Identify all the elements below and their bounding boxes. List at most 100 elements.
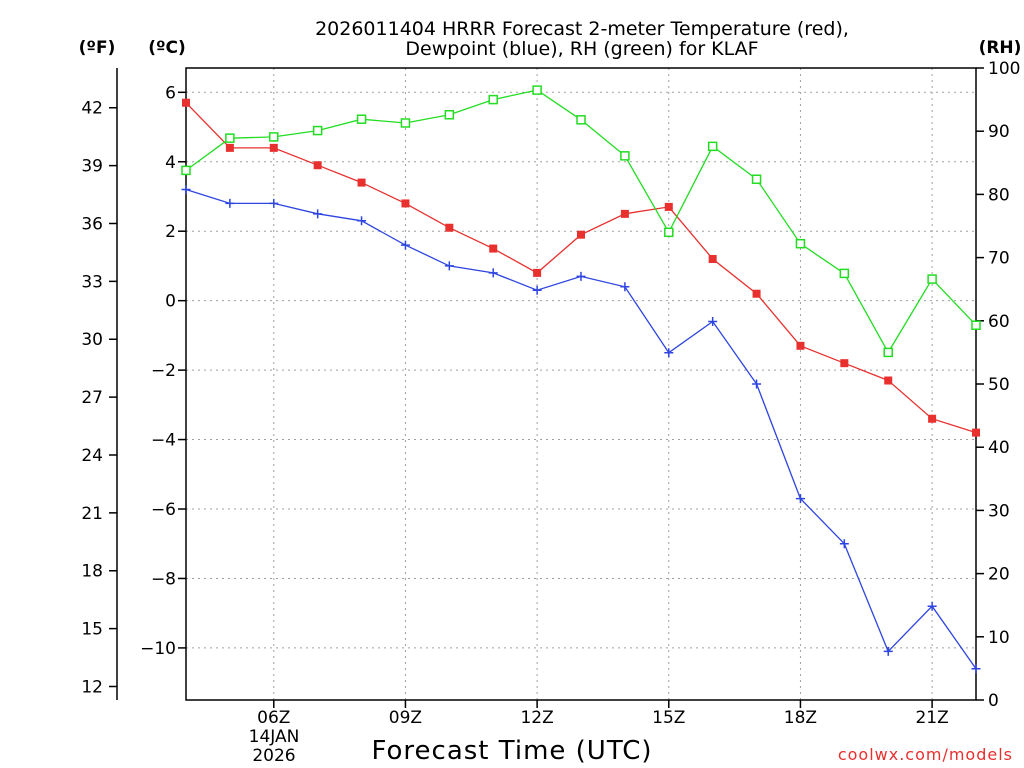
celsius-tick-label-6: −6 xyxy=(151,500,176,520)
fahrenheit-axis: 42 39 36 33 30 27 24 21 18 15 12 xyxy=(81,68,118,700)
point-rh-0 xyxy=(181,165,191,176)
point-rh-14 xyxy=(795,238,806,249)
point-2-meter-temperature-1 xyxy=(225,143,234,152)
point-2-meter-temperature-2 xyxy=(269,143,278,152)
point-rh-13 xyxy=(751,174,762,184)
point-rh-4 xyxy=(356,114,367,124)
series-line-dewpoint xyxy=(185,188,977,670)
point-2-meter-temperature-12 xyxy=(708,254,717,263)
fahrenheit-tick-label-4: 30 xyxy=(81,330,103,350)
point-dewpoint-12 xyxy=(708,316,718,326)
point-2-meter-temperature-10 xyxy=(620,209,629,218)
x-axis: 06Z 09Z 12Z 15Z 18Z 21Z xyxy=(257,700,949,728)
point-rh-10 xyxy=(620,151,630,161)
point-2-meter-temperature-15 xyxy=(840,359,849,368)
celsius-tick-label-2: 2 xyxy=(165,222,176,242)
fahrenheit-tick-label-1: 39 xyxy=(81,157,103,177)
point-dewpoint-1 xyxy=(225,198,235,208)
x-tick-label-0: 06Z xyxy=(257,708,290,728)
point-dewpoint-2 xyxy=(269,198,279,208)
point-2-meter-temperature-13 xyxy=(752,289,761,298)
fahrenheit-tick-label-6: 24 xyxy=(81,446,103,466)
point-rh-11 xyxy=(664,227,674,238)
grid xyxy=(186,68,976,700)
rh-tick-label-6: 40 xyxy=(988,438,1010,458)
point-dewpoint-9 xyxy=(576,271,586,281)
rh-tick-label-8: 20 xyxy=(988,565,1010,585)
celsius-tick-label-5: −4 xyxy=(151,431,176,451)
celsius-tick-label-7: −8 xyxy=(151,569,176,589)
point-dewpoint-13 xyxy=(752,379,762,389)
point-2-meter-temperature-7 xyxy=(489,244,498,253)
point-rh-3 xyxy=(312,125,323,136)
rh-tick-label-2: 80 xyxy=(988,185,1010,205)
point-rh-2 xyxy=(269,132,279,142)
series-2-meter-temperature xyxy=(182,98,980,437)
point-dewpoint-8 xyxy=(532,285,542,295)
point-rh-8 xyxy=(532,85,542,95)
x-tick-label-5: 21Z xyxy=(915,708,948,728)
point-rh-16 xyxy=(883,347,893,358)
celsius-tick-label-3: 0 xyxy=(165,292,176,312)
celsius-axis: 6 4 2 0 −2 −4 −6 −8 −10 xyxy=(140,83,186,659)
point-rh-5 xyxy=(400,118,411,128)
fahrenheit-tick-label-7: 21 xyxy=(81,504,103,524)
series-rh xyxy=(181,85,981,358)
point-rh-15 xyxy=(839,268,850,279)
point-dewpoint-15 xyxy=(839,539,849,549)
point-rh-9 xyxy=(576,115,586,125)
fahrenheit-tick-label-3: 33 xyxy=(81,272,103,292)
x-tick-label-2: 12Z xyxy=(520,708,553,728)
x-axis-title: Forecast Time (UTC) xyxy=(371,736,652,766)
point-2-meter-temperature-5 xyxy=(401,199,410,208)
fahrenheit-tick-label-8: 18 xyxy=(81,562,103,582)
rh-unit-label: (RH) xyxy=(979,38,1022,58)
point-2-meter-temperature-11 xyxy=(664,202,673,211)
point-dewpoint-17 xyxy=(927,601,937,611)
celsius-tick-label-4: −2 xyxy=(151,361,176,381)
point-dewpoint-6 xyxy=(444,261,454,271)
rh-tick-label-9: 10 xyxy=(988,628,1010,648)
celsius-unit-label: (ºC) xyxy=(148,38,186,58)
point-2-meter-temperature-9 xyxy=(577,230,585,239)
chart-title: 2026011404 HRRR Forecast 2-meter Tempera… xyxy=(315,18,849,40)
chart-subtitle: Dewpoint (blue), RH (green) for KLAF xyxy=(405,38,758,60)
rh-tick-label-4: 60 xyxy=(988,312,1010,332)
rh-tick-label-0: 100 xyxy=(988,59,1020,79)
celsius-tick-label-0: 6 xyxy=(165,83,176,103)
fahrenheit-tick-label-10: 12 xyxy=(81,677,103,697)
point-2-meter-temperature-6 xyxy=(445,223,454,232)
point-2-meter-temperature-14 xyxy=(796,341,805,350)
point-dewpoint-7 xyxy=(488,268,498,278)
fahrenheit-tick-label-9: 15 xyxy=(81,620,103,640)
point-2-meter-temperature-18 xyxy=(972,428,980,437)
celsius-tick-label-1: 4 xyxy=(165,153,176,173)
point-dewpoint-16 xyxy=(883,646,893,656)
series-line-rh xyxy=(185,89,977,354)
point-dewpoint-4 xyxy=(357,216,367,226)
rh-tick-label-7: 30 xyxy=(988,501,1010,521)
point-rh-6 xyxy=(444,110,455,120)
plot-frame xyxy=(185,67,977,701)
rh-tick-label-5: 50 xyxy=(988,375,1010,395)
point-dewpoint-18 xyxy=(971,664,981,674)
point-dewpoint-0 xyxy=(181,185,191,195)
point-dewpoint-3 xyxy=(313,209,323,219)
fahrenheit-tick-label-2: 36 xyxy=(81,214,103,234)
x-tick-label-3: 15Z xyxy=(652,708,685,728)
fahrenheit-tick-label-5: 27 xyxy=(81,388,103,408)
rh-tick-label-3: 70 xyxy=(988,249,1010,269)
point-2-meter-temperature-3 xyxy=(313,161,322,170)
point-rh-7 xyxy=(488,94,498,105)
fahrenheit-tick-label-0: 42 xyxy=(81,99,103,119)
point-dewpoint-11 xyxy=(664,348,674,358)
point-2-meter-temperature-0 xyxy=(182,98,190,107)
fahrenheit-unit-label: (ºF) xyxy=(79,38,116,58)
series-layer xyxy=(181,85,981,674)
date-label-year: 2026 xyxy=(252,746,295,766)
point-2-meter-temperature-16 xyxy=(884,376,893,385)
series-dewpoint xyxy=(181,185,981,674)
rh-tick-label-10: 0 xyxy=(988,691,999,711)
